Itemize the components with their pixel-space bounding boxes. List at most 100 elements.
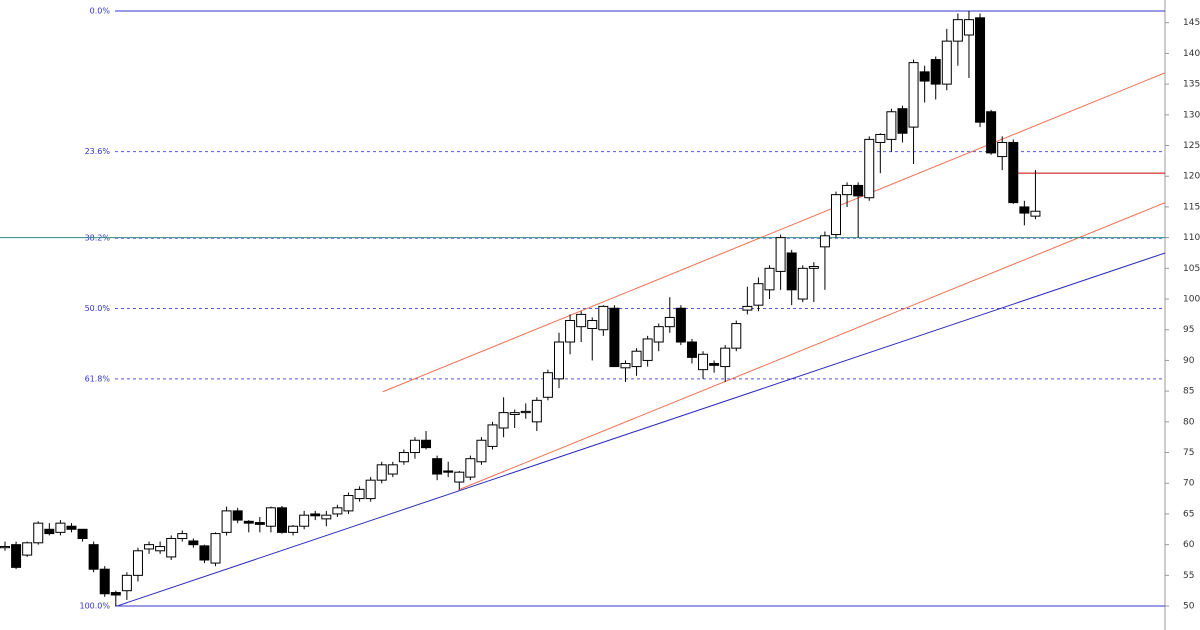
- candle-body: [144, 544, 155, 550]
- candle-body: [941, 40, 952, 85]
- candle-body: [565, 320, 576, 343]
- y-tick-label: 95: [1183, 325, 1194, 335]
- candle-body: [598, 305, 609, 331]
- y-tick-label: 140: [1183, 49, 1200, 59]
- candle-body: [66, 525, 77, 530]
- candle-body: [55, 522, 66, 533]
- candle-body: [786, 252, 797, 291]
- candle-body: [77, 528, 88, 540]
- candle-body: [443, 470, 454, 473]
- candle-body: [675, 307, 686, 343]
- candle-body: [753, 283, 764, 306]
- candle-body: [343, 495, 354, 512]
- candle-body: [354, 488, 365, 500]
- candle-body: [930, 59, 941, 85]
- candle-body: [88, 544, 99, 570]
- y-tick-label: 55: [1183, 571, 1194, 581]
- y-tick-label: 60: [1183, 540, 1195, 550]
- y-tick-label: 130: [1183, 110, 1200, 120]
- candle-body: [155, 545, 166, 552]
- fib-label: 50.0%: [85, 304, 111, 313]
- candle-body: [775, 237, 786, 272]
- candle-body: [952, 19, 963, 42]
- candle-body: [188, 540, 199, 546]
- candle-body: [99, 568, 110, 595]
- fib-label: 38.2%: [85, 234, 111, 243]
- candle-body: [864, 138, 875, 199]
- candle-body: [698, 353, 709, 371]
- candle-body: [609, 307, 620, 368]
- y-tick-label: 100: [1183, 295, 1200, 305]
- candle-body: [908, 62, 919, 128]
- candle-body: [177, 533, 188, 540]
- y-tick-label: 80: [1183, 417, 1195, 427]
- candle-body: [121, 574, 132, 592]
- y-tick-label: 125: [1183, 141, 1200, 151]
- candle-body: [299, 514, 310, 527]
- fib-label: 23.6%: [85, 147, 111, 156]
- trend-line: [116, 252, 1166, 607]
- candle-body: [742, 305, 753, 311]
- y-tick-label: 90: [1183, 356, 1195, 366]
- candle-body: [587, 320, 598, 330]
- y-tick-label: 70: [1183, 479, 1195, 489]
- candle-body: [764, 267, 775, 291]
- candle-body: [288, 525, 299, 533]
- candle-body: [819, 235, 830, 248]
- candle-body: [110, 592, 121, 596]
- y-tick-label: 85: [1183, 387, 1194, 397]
- candle-body: [487, 424, 498, 447]
- candle-body: [620, 363, 631, 369]
- y-tick-label: 120: [1183, 172, 1200, 182]
- trend-line: [457, 202, 1166, 491]
- candle-body: [709, 363, 720, 366]
- fib-label: 61.8%: [85, 374, 111, 383]
- fib-label: 0.0%: [90, 7, 111, 16]
- y-tick-label: 135: [1183, 80, 1200, 90]
- candle-body: [387, 464, 398, 475]
- candle-body: [1008, 141, 1019, 204]
- candle-body: [365, 479, 376, 500]
- candle-body: [11, 544, 22, 568]
- candle-body: [509, 412, 520, 415]
- candle-body: [310, 513, 321, 517]
- candle-body: [476, 439, 487, 463]
- y-tick-label: 105: [1183, 264, 1200, 274]
- candle-body: [421, 439, 432, 449]
- candle-body: [808, 265, 819, 269]
- candle-body: [653, 326, 664, 343]
- candle-body: [22, 542, 33, 556]
- candle-body: [986, 111, 997, 154]
- candle-body: [321, 514, 332, 520]
- candle-body: [254, 522, 265, 525]
- candle-body: [963, 19, 974, 36]
- candle-body: [531, 399, 542, 423]
- candle-body: [232, 510, 243, 521]
- candle-body: [831, 194, 841, 236]
- candle-body: [199, 545, 210, 561]
- candle-body: [886, 111, 897, 140]
- candle-body: [897, 108, 908, 134]
- candle-body: [332, 507, 343, 515]
- y-tick-label: 65: [1183, 509, 1194, 519]
- candle-body: [44, 528, 55, 535]
- candle-body: [243, 520, 254, 524]
- candle-body: [686, 341, 697, 358]
- candle-body: [376, 464, 387, 481]
- candle-body: [498, 412, 509, 429]
- candle-body: [432, 458, 443, 475]
- candle-body: [221, 510, 232, 533]
- candle-body: [1019, 206, 1030, 214]
- trend-line: [382, 72, 1166, 393]
- candle-body: [720, 347, 731, 368]
- y-tick-label: 145: [1183, 18, 1200, 28]
- y-tick-label: 110: [1183, 233, 1200, 243]
- candle-body: [409, 439, 420, 454]
- candle-body: [398, 452, 409, 463]
- candle-body: [210, 533, 221, 564]
- candle-body: [132, 550, 143, 576]
- candle-body: [975, 17, 986, 123]
- candle-body: [542, 372, 553, 398]
- candle-body: [166, 538, 177, 558]
